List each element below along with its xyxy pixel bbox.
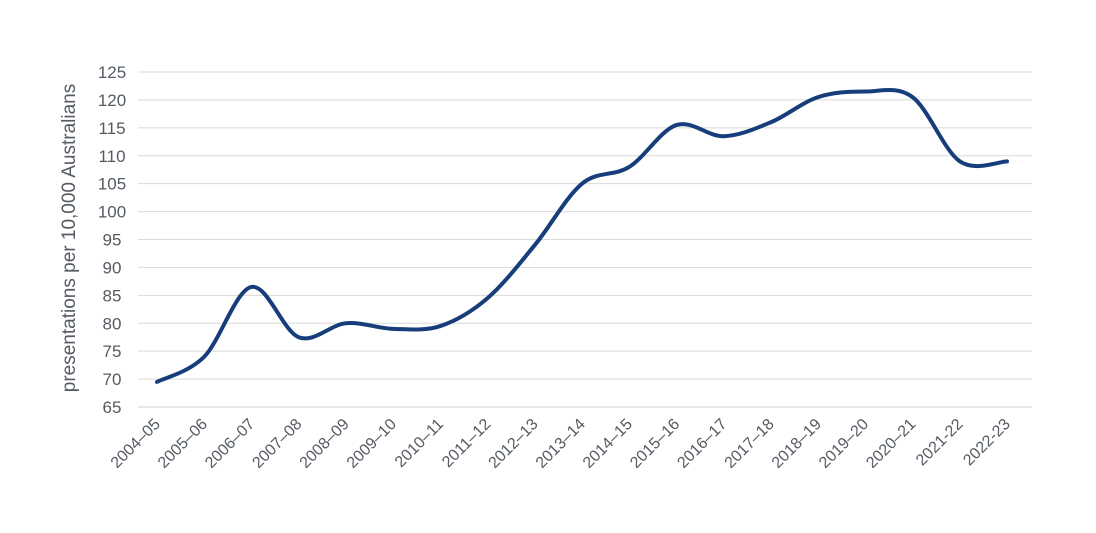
data-point-2013–14 xyxy=(580,182,584,186)
x-tick-label: 2021-22 xyxy=(913,416,967,470)
data-point-2021-22 xyxy=(958,159,962,163)
data-point-2015–16 xyxy=(674,123,678,127)
y-tick-label: 100 xyxy=(98,203,126,222)
y-tick-label: 105 xyxy=(98,175,126,194)
x-tick-label: 2005–06 xyxy=(155,416,211,472)
data-point-2016–17 xyxy=(722,134,726,138)
x-tick-label: 2022-23 xyxy=(960,416,1014,470)
x-tick-label: 2018–19 xyxy=(769,416,825,472)
x-tick-label: 2012–13 xyxy=(486,416,542,472)
data-point-2004–05 xyxy=(155,380,159,384)
y-axis-title: presentations per 10,000 Australians xyxy=(59,84,80,392)
y-tick-label: 115 xyxy=(98,119,125,138)
y-tick-label: 125 xyxy=(98,63,126,82)
data-point-2008–09 xyxy=(344,321,348,325)
data-point-2012–13 xyxy=(533,243,537,247)
x-tick-label: 2019–20 xyxy=(816,416,872,472)
x-tick-label: 2020–21 xyxy=(863,416,919,472)
x-tick-label: 2011–12 xyxy=(439,416,494,471)
data-point-2022-23 xyxy=(1005,159,1009,163)
y-tick-label: 120 xyxy=(98,91,126,110)
x-tick-label: 2013–14 xyxy=(533,416,589,472)
y-tick-label: 70 xyxy=(103,370,122,389)
x-tick-label: 2010–11 xyxy=(392,416,447,471)
x-tick-label: 2006–07 xyxy=(202,416,258,472)
y-tick-label: 95 xyxy=(103,231,122,250)
data-point-2009–10 xyxy=(391,327,395,331)
y-tick-label: 110 xyxy=(98,147,125,166)
x-tick-label: 2009–10 xyxy=(344,416,400,472)
data-point-2019–20 xyxy=(863,90,867,94)
data-point-2011–12 xyxy=(486,296,490,300)
y-tick-label: 90 xyxy=(103,258,122,277)
data-point-2020–21 xyxy=(911,95,915,99)
x-tick-label: 2008–09 xyxy=(297,416,353,472)
data-point-2005–06 xyxy=(202,355,206,359)
data-point-2017–18 xyxy=(769,120,773,124)
y-tick-label: 85 xyxy=(103,286,122,305)
series-line-0 xyxy=(155,87,1009,384)
data-point-2018–19 xyxy=(816,95,820,99)
data-point-2006–07 xyxy=(249,285,253,289)
data-point-2007–08 xyxy=(297,335,301,339)
y-tick-label: 80 xyxy=(103,314,122,333)
x-tick-label: 2016–17 xyxy=(674,416,730,472)
x-tick-label: 2014–15 xyxy=(580,416,636,472)
y-axis-ticks: 65 70 75 80 85 90 95 100 105 110 115 120 125 xyxy=(98,63,126,417)
x-tick-label: 2007–08 xyxy=(249,416,305,472)
series-lines xyxy=(155,87,1009,384)
x-tick-label: 2015–16 xyxy=(627,416,683,472)
x-axis-ticks: 2004–052005–062006–072007–082008–092009–… xyxy=(108,416,1014,472)
data-point-2010–11 xyxy=(438,324,442,328)
x-tick-label: 2004–05 xyxy=(108,416,164,472)
x-tick-label: 2017–18 xyxy=(722,416,778,472)
y-tick-label: 75 xyxy=(103,342,122,361)
data-point-2014–15 xyxy=(627,165,631,169)
y-tick-label: 65 xyxy=(103,398,122,417)
gridlines xyxy=(138,71,1032,408)
